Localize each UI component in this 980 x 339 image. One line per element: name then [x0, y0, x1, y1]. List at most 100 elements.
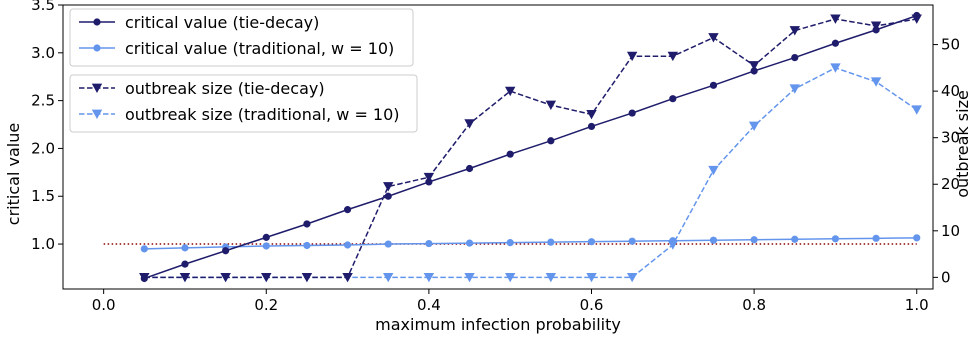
legend-1-label-1: critical value (traditional, w = 10)	[125, 39, 394, 58]
series-2-point-0	[139, 272, 150, 283]
plot-frame	[62, 4, 934, 290]
right-y-tick-label-4: 40	[941, 82, 960, 100]
series-0-point-17	[831, 39, 840, 47]
series-1-point-17	[831, 235, 840, 243]
left-y-tick-label-0: 1.0	[31, 235, 55, 253]
legend-2-swatch-marker-0	[91, 83, 103, 93]
x-axis-ticks: 0.0 0.2 0.4 0.6 0.8 1.0	[92, 289, 929, 314]
series-1-point-1	[181, 244, 189, 252]
series-2-point-18	[870, 21, 882, 31]
series-3-point-18	[870, 77, 882, 87]
series-1	[140, 234, 921, 253]
series-2-point-11	[586, 109, 597, 120]
series-1-point-0	[140, 245, 148, 253]
series-0-point-2	[222, 247, 230, 255]
series-0-point-16	[791, 53, 799, 62]
series-3-point-11	[586, 272, 597, 283]
series-1-point-14	[709, 236, 718, 244]
series-0-point-11	[587, 122, 596, 131]
legend-2-swatch-marker-1	[91, 109, 103, 119]
series-0-point-6	[384, 192, 392, 200]
series-1-point-19	[913, 234, 921, 242]
series-2-point-5	[342, 272, 353, 283]
left-y-tick-label-2: 2.0	[31, 139, 55, 157]
series-2-point-13	[667, 51, 679, 62]
series-3-point-9	[504, 272, 516, 283]
series-3-point-10	[545, 272, 557, 283]
right-y-tick-label-5: 50	[941, 36, 960, 54]
series-1-point-9	[506, 239, 514, 247]
series-1-point-7	[425, 239, 433, 248]
series-1-point-11	[587, 238, 596, 246]
x-axis-label: maximum infection probability	[375, 315, 621, 334]
series-0-point-15	[750, 67, 758, 75]
series-1-point-16	[791, 235, 799, 243]
series-2-point-6	[383, 182, 394, 192]
right-y-axis-label: outbreak size	[953, 90, 972, 198]
legend-1-swatch-marker-0	[93, 18, 101, 26]
legend-2-label-1: outbreak size (traditional, w = 10)	[125, 105, 400, 124]
series-0-point-3	[262, 233, 270, 241]
series-2-point-2	[220, 272, 231, 283]
series-3-point-16	[789, 84, 800, 94]
plot-marks	[103, 11, 922, 283]
series-2-point-8	[464, 119, 475, 129]
series-2-point-16	[789, 26, 800, 36]
series-2-point-12	[626, 51, 638, 62]
right-y-tick-label-0: 0	[941, 268, 951, 286]
right-y-tick-label-1: 10	[941, 222, 960, 240]
left-y-tick-label-1: 1.5	[31, 187, 55, 205]
series-0-point-1	[181, 260, 189, 268]
series-3-point-6	[383, 272, 394, 283]
series-2-point-7	[423, 172, 435, 183]
series-3-point-19	[911, 105, 922, 115]
legend-outbreak-size: outbreak size (tie-decay) outbreak size (…	[69, 74, 418, 133]
x-tick-label-3: 0.6	[580, 296, 604, 314]
legend-1-label-0: critical value (tie-decay)	[125, 13, 319, 32]
series-0-point-13	[669, 95, 677, 103]
legend-critical-value: critical value (tie-decay) critical value…	[69, 8, 414, 67]
series-3-point-13	[667, 240, 679, 250]
axes-frame	[62, 4, 934, 290]
series-0-point-10	[547, 137, 555, 145]
series-3-point-17	[830, 63, 841, 73]
series-0-point-12	[628, 109, 636, 117]
x-tick-label-1: 0.2	[254, 296, 278, 314]
legend-1-box	[69, 8, 414, 67]
series-0-point-4	[303, 220, 311, 228]
series-2-point-4	[301, 272, 313, 283]
left-y-axis-label: critical value	[4, 123, 23, 225]
left-y-tick-label-5: 3.5	[31, 0, 55, 14]
series-3-point-14	[708, 165, 719, 176]
series-0	[140, 11, 921, 283]
series-1-point-4	[303, 241, 311, 250]
series-2-line	[144, 18, 917, 279]
series-2-point-14	[708, 33, 719, 43]
right-y-axis-ticks: 0 10 20 30 40 50	[933, 36, 960, 286]
series-0-point-14	[709, 81, 718, 89]
series-0-point-5	[343, 206, 352, 214]
series-0-line	[144, 14, 917, 280]
series-1-point-12	[628, 237, 636, 245]
series-3-point-8	[464, 272, 475, 283]
series-1-point-5	[343, 241, 352, 249]
legend-2-label-0: outbreak size (tie-decay)	[125, 79, 325, 98]
series-1-point-3	[262, 242, 270, 250]
x-tick-label-0: 0.0	[92, 296, 116, 314]
right-y-tick-label-2: 20	[941, 175, 960, 193]
series-3-point-15	[748, 121, 760, 131]
x-tick-label-2: 0.4	[417, 296, 441, 314]
series-2-point-17	[830, 14, 841, 24]
legend-1-swatch-marker-1	[93, 44, 101, 52]
series-1-point-15	[750, 236, 758, 244]
series-2-point-15	[748, 61, 760, 71]
series-1-point-18	[872, 234, 880, 242]
series-3-point-7	[423, 272, 435, 283]
series-1-point-10	[547, 238, 555, 246]
legend-2-box	[69, 74, 418, 133]
series-2-point-1	[179, 272, 191, 283]
series-2-point-3	[261, 272, 272, 283]
series-0-point-9	[506, 150, 514, 158]
series-2	[139, 14, 922, 283]
